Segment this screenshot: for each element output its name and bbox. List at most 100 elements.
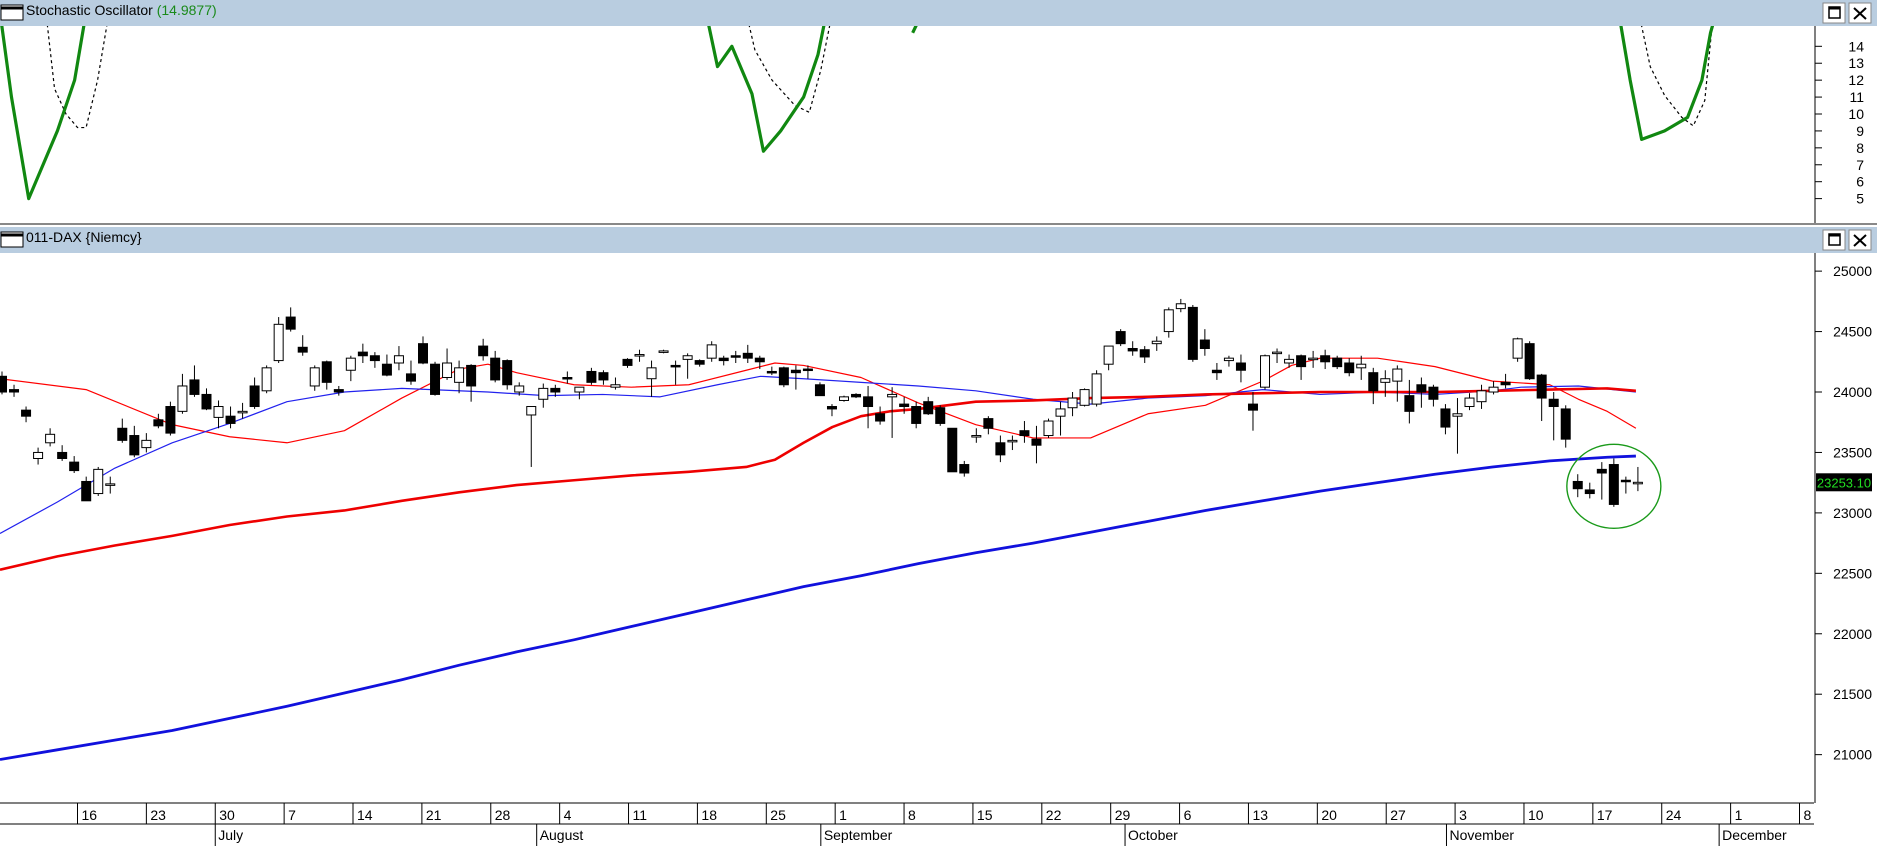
candle: [586, 367, 597, 385]
candle-body: [839, 396, 850, 401]
candle: [1187, 304, 1198, 362]
month-label: August: [540, 827, 584, 843]
candle: [694, 359, 705, 367]
candle: [1151, 336, 1162, 351]
x-tick-label: 15: [977, 807, 993, 823]
candle-body: [1019, 430, 1030, 437]
stoch-tick-label: 9: [1856, 123, 1864, 139]
candle: [1139, 346, 1150, 363]
candle: [478, 338, 489, 361]
candle-body: [863, 396, 874, 408]
candle-body: [538, 387, 549, 400]
candle: [69, 456, 80, 473]
candle: [21, 406, 32, 423]
candle: [826, 404, 837, 417]
candle-body: [502, 360, 513, 386]
candle: [1620, 476, 1631, 494]
candle-body: [1368, 372, 1379, 392]
candle: [117, 418, 128, 443]
candle-body: [610, 384, 621, 388]
candle-body: [598, 372, 609, 381]
candle: [923, 396, 934, 415]
close-icon[interactable]: [1848, 229, 1872, 251]
candle: [754, 355, 765, 370]
candle-body: [995, 442, 1006, 456]
x-tick-label: 30: [219, 807, 235, 823]
candle-body: [586, 370, 597, 383]
x-tick-label: 21: [426, 807, 442, 823]
candle-body: [646, 367, 657, 380]
candle-body: [418, 343, 429, 364]
x-tick-label: 11: [633, 807, 648, 823]
candle-body: [971, 435, 982, 438]
candle-body: [1608, 464, 1619, 505]
price-tick-label: 21500: [1833, 686, 1872, 702]
candle-body: [1464, 397, 1475, 408]
price-tick-label: 24000: [1833, 384, 1872, 400]
candle: [1055, 401, 1066, 436]
candle: [1500, 373, 1511, 389]
x-tick-label: 8: [908, 807, 916, 823]
stoch-tick-label: 12: [1848, 72, 1864, 88]
time-axis: 16 23 30 7 14 21 28 4 11 18 25 1 8 15 22 29 6 13 20 27 3 10 17…: [0, 802, 1814, 846]
candle-body: [466, 364, 477, 387]
x-tick-label: 17: [1597, 807, 1613, 823]
candle: [1380, 370, 1391, 397]
candle-body: [129, 435, 140, 456]
candle-body: [1127, 347, 1138, 352]
candle-body: [237, 410, 248, 414]
candle: [405, 360, 416, 385]
x-tick-label: 6: [1184, 807, 1192, 823]
candle: [1235, 354, 1246, 383]
candle: [1344, 358, 1355, 377]
stoch-titlebar: [0, 0, 1877, 26]
moving-average-line: [0, 387, 1637, 571]
candle: [1079, 388, 1090, 407]
maximize-icon[interactable]: [1822, 2, 1846, 24]
candle: [418, 336, 429, 365]
candle: [1440, 404, 1451, 435]
candle-body: [1428, 386, 1439, 400]
x-tick-label: 10: [1528, 807, 1544, 823]
candle: [1392, 365, 1403, 402]
month-label: September: [824, 827, 893, 843]
candle: [1536, 373, 1547, 422]
candle-body: [514, 385, 525, 393]
candle-body: [1187, 306, 1198, 360]
candle-body: [562, 377, 573, 380]
candle: [0, 371, 7, 395]
candle-body: [911, 406, 922, 424]
candle-body: [814, 384, 825, 397]
candle: [1584, 482, 1595, 499]
candle: [1464, 393, 1475, 411]
candle: [1127, 341, 1138, 356]
main-title: 011-DAX {Niemcy}: [26, 229, 142, 245]
candle-body: [1476, 390, 1487, 403]
candle: [730, 350, 741, 363]
candle: [490, 350, 501, 383]
candle-body: [718, 357, 729, 362]
candle: [442, 348, 453, 380]
candle: [1452, 398, 1463, 454]
candle: [153, 413, 164, 429]
candle: [1031, 425, 1042, 464]
candle: [742, 344, 753, 363]
candle: [369, 352, 380, 368]
stoch-tick-label: 10: [1848, 106, 1864, 122]
candle-body: [1235, 362, 1246, 371]
price-tick-label: 25000: [1833, 263, 1872, 279]
candle-body: [1344, 362, 1355, 374]
candle: [1163, 307, 1174, 338]
maximize-icon[interactable]: [1822, 229, 1846, 251]
candle-body: [742, 352, 753, 359]
candle: [538, 383, 549, 408]
candle-body: [57, 451, 68, 459]
candle: [1296, 354, 1307, 380]
stoch-tick-label: 5: [1856, 191, 1864, 207]
candle-body: [875, 413, 886, 422]
candle: [899, 396, 910, 414]
candle-body: [1524, 343, 1535, 380]
close-icon[interactable]: [1848, 2, 1872, 24]
candle-body: [93, 468, 104, 495]
stoch-tick-label: 11: [1849, 89, 1864, 105]
